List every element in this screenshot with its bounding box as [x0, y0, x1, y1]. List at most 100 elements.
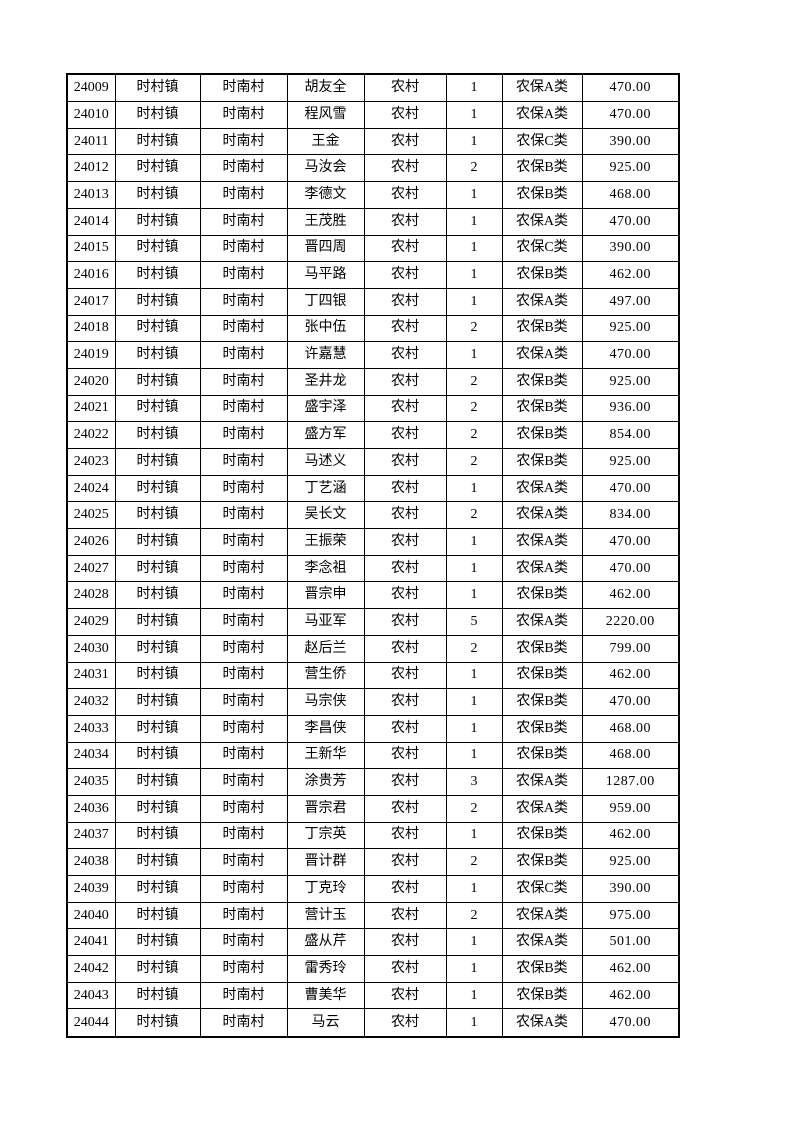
cell-village: 时南村	[199, 73, 288, 103]
cell-name: 程风雪	[286, 101, 365, 129]
table-row: 24030 时村镇 时南村 赵后兰 农村 2 农保B类 799.00	[66, 634, 680, 663]
cell-amount: 390.00	[581, 234, 680, 263]
cell-category: 农保A类	[501, 901, 583, 930]
cell-count: 1	[445, 207, 503, 236]
cell-id: 24015	[66, 234, 116, 263]
cell-name: 丁克玲	[286, 875, 365, 903]
cell-residence: 农村	[363, 634, 447, 663]
cell-count: 1	[445, 261, 503, 289]
cell-residence: 农村	[363, 688, 447, 716]
cell-count: 1	[445, 341, 503, 369]
table-row: 24022 时村镇 时南村 盛方军 农村 2 农保B类 854.00	[66, 421, 680, 450]
cell-town: 时村镇	[114, 101, 201, 129]
cell-residence: 农村	[363, 341, 447, 369]
cell-amount: 462.00	[581, 581, 680, 610]
cell-category: 农保A类	[501, 608, 583, 636]
cell-town: 时村镇	[114, 1008, 201, 1038]
cell-town: 时村镇	[114, 581, 201, 610]
cell-category: 农保B类	[501, 448, 583, 476]
table-row: 24038 时村镇 时南村 晋计群 农村 2 农保B类 925.00	[66, 848, 680, 877]
table-row: 24027 时村镇 时南村 李念祖 农村 1 农保A类 470.00	[66, 554, 680, 583]
cell-village: 时南村	[199, 848, 288, 877]
cell-amount: 470.00	[581, 101, 680, 129]
cell-village: 时南村	[199, 127, 288, 156]
cell-id: 24026	[66, 528, 116, 556]
cell-amount: 925.00	[581, 154, 680, 183]
cell-town: 时村镇	[114, 848, 201, 877]
cell-amount: 390.00	[581, 127, 680, 156]
cell-id: 24038	[66, 848, 116, 877]
cell-name: 赵后兰	[286, 634, 365, 663]
cell-count: 1	[445, 127, 503, 156]
table-row: 24018 时村镇 时南村 张中伍 农村 2 农保B类 925.00	[66, 314, 680, 343]
cell-id: 24016	[66, 261, 116, 289]
cell-amount: 501.00	[581, 928, 680, 957]
table-row: 24021 时村镇 时南村 盛宇泽 农村 2 农保B类 936.00	[66, 394, 680, 423]
cell-category: 农保A类	[501, 101, 583, 129]
cell-residence: 农村	[363, 1008, 447, 1038]
table-row: 24015 时村镇 时南村 晋四周 农村 1 农保C类 390.00	[66, 234, 680, 263]
cell-count: 1	[445, 101, 503, 129]
cell-town: 时村镇	[114, 73, 201, 103]
cell-town: 时村镇	[114, 528, 201, 556]
cell-name: 丁艺涵	[286, 474, 365, 503]
cell-category: 农保B类	[501, 421, 583, 450]
cell-town: 时村镇	[114, 474, 201, 503]
cell-category: 农保B类	[501, 314, 583, 343]
table-row: 24009 时村镇 时南村 胡友全 农村 1 农保A类 470.00	[66, 73, 680, 103]
cell-category: 农保B类	[501, 181, 583, 209]
cell-count: 1	[445, 741, 503, 770]
table-row: 24032 时村镇 时南村 马宗侠 农村 1 农保B类 470.00	[66, 688, 680, 716]
cell-category: 农保B类	[501, 981, 583, 1010]
cell-category: 农保A类	[501, 501, 583, 530]
cell-count: 2	[445, 501, 503, 530]
cell-amount: 854.00	[581, 421, 680, 450]
cell-id: 24033	[66, 714, 116, 743]
cell-residence: 农村	[363, 794, 447, 823]
cell-name: 胡友全	[286, 73, 365, 103]
table-row: 24044 时村镇 时南村 马云 农村 1 农保A类 470.00	[66, 1008, 680, 1038]
table-row: 24034 时村镇 时南村 王新华 农村 1 农保B类 468.00	[66, 741, 680, 770]
cell-name: 马述义	[286, 448, 365, 476]
cell-category: 农保C类	[501, 127, 583, 156]
cell-amount: 936.00	[581, 394, 680, 423]
cell-village: 时南村	[199, 341, 288, 369]
table-row: 24025 时村镇 时南村 吴长文 农村 2 农保A类 834.00	[66, 501, 680, 530]
cell-town: 时村镇	[114, 367, 201, 396]
cell-count: 1	[445, 181, 503, 209]
cell-id: 24037	[66, 821, 116, 850]
cell-name: 马云	[286, 1008, 365, 1038]
cell-amount: 468.00	[581, 714, 680, 743]
cell-count: 1	[445, 581, 503, 610]
cell-residence: 农村	[363, 421, 447, 450]
cell-id: 24014	[66, 207, 116, 236]
table-row: 24037 时村镇 时南村 丁宗英 农村 1 农保B类 462.00	[66, 821, 680, 850]
cell-id: 24021	[66, 394, 116, 423]
cell-village: 时南村	[199, 928, 288, 957]
cell-count: 2	[445, 448, 503, 476]
cell-residence: 农村	[363, 955, 447, 983]
cell-village: 时南村	[199, 581, 288, 610]
cell-count: 1	[445, 554, 503, 583]
cell-village: 时南村	[199, 394, 288, 423]
cell-town: 时村镇	[114, 127, 201, 156]
cell-village: 时南村	[199, 154, 288, 183]
cell-count: 1	[445, 875, 503, 903]
cell-count: 1	[445, 73, 503, 103]
cell-category: 农保B类	[501, 848, 583, 877]
cell-count: 2	[445, 154, 503, 183]
cell-category: 农保B类	[501, 741, 583, 770]
cell-town: 时村镇	[114, 394, 201, 423]
cell-town: 时村镇	[114, 554, 201, 583]
cell-residence: 农村	[363, 741, 447, 770]
cell-town: 时村镇	[114, 314, 201, 343]
cell-count: 2	[445, 421, 503, 450]
table-row: 24017 时村镇 时南村 丁四银 农村 1 农保A类 497.00	[66, 287, 680, 316]
cell-id: 24043	[66, 981, 116, 1010]
table-row: 24041 时村镇 时南村 盛从芹 农村 1 农保A类 501.00	[66, 928, 680, 957]
cell-amount: 462.00	[581, 981, 680, 1010]
cell-count: 1	[445, 234, 503, 263]
cell-id: 24029	[66, 608, 116, 636]
cell-category: 农保B类	[501, 261, 583, 289]
